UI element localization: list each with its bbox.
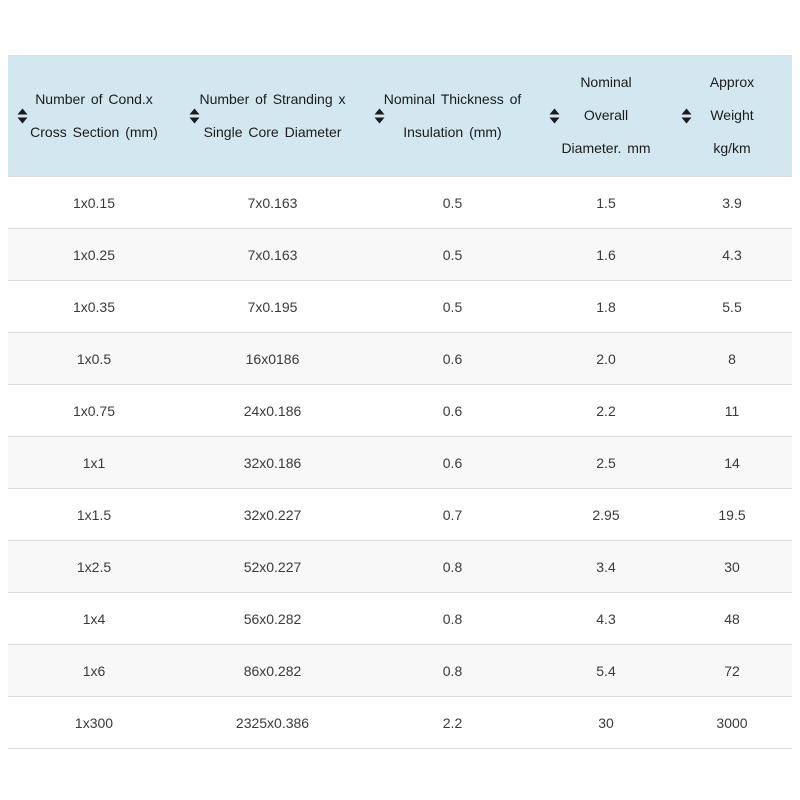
table-row: 1x2.5 52x0.227 0.8 3.4 30 [8,540,792,592]
table-row: 1x0.25 7x0.163 0.5 1.6 4.3 [8,228,792,280]
table-cell: 1x0.25 [72,246,116,263]
table-cell: 7x0.163 [247,246,298,263]
table-cell: 30 [724,558,740,575]
table-cell: 7x0.195 [247,298,298,315]
table-cell: 1x0.15 [72,194,116,211]
column-header-approx-weight[interactable]: Approx Weight kg/km [672,55,792,176]
table-cell: 8 [728,350,736,367]
table-cell: 0.8 [442,662,463,679]
table-cell: 52x0.227 [243,558,302,575]
table-cell: 1x2.5 [76,558,112,575]
table-cell: 14 [724,454,740,471]
table-cell: 3000 [716,714,748,731]
sort-both-icon [549,108,560,123]
table-cell: 2.2 [442,714,463,731]
table-cell: 0.6 [442,454,463,471]
table-row: 1x300 2325x0.386 2.2 30 3000 [8,696,792,748]
table-cell: 0.5 [442,246,463,263]
column-header-label: Approx Weight kg/km [709,74,755,156]
table-cell: 7x0.163 [247,194,298,211]
table-row: 1x1 32x0.186 0.6 2.5 14 [8,436,792,488]
table-cell: 0.6 [442,350,463,367]
sort-both-icon [681,108,692,123]
table-cell: 2.2 [596,402,616,419]
sort-both-icon [374,108,385,123]
table-cell: 72 [724,662,740,679]
column-header-label: Number of Stranding x Single Core Diamet… [199,90,346,140]
table-cell: 1x6 [82,662,106,679]
table-cell: 24x0.186 [243,402,302,419]
table-cell: 1x1.5 [76,506,112,523]
table-cell: 0.8 [442,558,463,575]
table-cell: 4.3 [722,246,742,263]
table-cell: 32x0.227 [243,506,302,523]
table-cell: 1x4 [82,610,106,627]
column-header-label: Number of Cond.x Cross Section (mm) [30,90,158,140]
table-row: 1x0.15 7x0.163 0.5 1.5 3.9 [8,176,792,228]
table-cell: 16x0186 [245,350,300,367]
table-cell: 0.7 [442,506,463,523]
table-cell: 1x1 [82,454,106,471]
table-cell: 1x300 [74,714,114,731]
sort-both-icon [17,108,28,123]
table-row: 1x4 56x0.282 0.8 4.3 48 [8,592,792,644]
table-cell: 2.5 [596,454,616,471]
spec-table: Number of Cond.x Cross Section (mm) Numb… [8,55,792,749]
table-cell: 4.3 [596,610,616,627]
table-cell: 2.0 [596,350,616,367]
table-cell: 1x0.5 [76,350,112,367]
sort-both-icon [189,108,200,123]
table-cell: 1x0.75 [72,402,116,419]
table-cell: 2325x0.386 [235,714,310,731]
table-cell: 48 [724,610,740,627]
table-header-row: Number of Cond.x Cross Section (mm) Numb… [8,55,792,176]
table-cell: 5.4 [596,662,616,679]
column-header-overall-diameter[interactable]: Nominal Overall Diameter. mm [540,55,672,176]
table-row: 1x0.35 7x0.195 0.5 1.8 5.5 [8,280,792,332]
table-row: 1x1.5 32x0.227 0.7 2.95 19.5 [8,488,792,540]
table-cell: 0.8 [442,610,463,627]
table-cell: 30 [598,714,614,731]
table-cell: 3.4 [596,558,616,575]
column-header-stranding-core-diameter[interactable]: Number of Stranding x Single Core Diamet… [180,55,365,176]
table-cell: 56x0.282 [243,610,302,627]
table-row: 1x6 86x0.282 0.8 5.4 72 [8,644,792,696]
column-header-label: Nominal Overall Diameter. mm [561,74,651,156]
table-row: 1x0.75 24x0.186 0.6 2.2 11 [8,384,792,436]
table-cell: 3.9 [722,194,742,211]
table-cell: 1.5 [596,194,616,211]
table-cell: 86x0.282 [243,662,302,679]
table-cell: 1.8 [596,298,616,315]
table-cell: 0.5 [442,298,463,315]
column-header-label: Nominal Thickness of Insulation (mm) [383,90,522,140]
table-cell: 0.5 [442,194,463,211]
table-cell: 32x0.186 [243,454,302,471]
table-cell: 1x0.35 [72,298,116,315]
table-body: 1x0.15 7x0.163 0.5 1.5 3.9 1x0.25 7x0.163 0.5 1.… [8,176,792,749]
column-header-insulation-thickness[interactable]: Nominal Thickness of Insulation (mm) [365,55,540,176]
table-cell: 11 [724,402,740,419]
table-cell: 0.6 [442,402,463,419]
table-cell: 1.6 [596,246,616,263]
table-cell: 5.5 [722,298,742,315]
column-header-cond-cross-section[interactable]: Number of Cond.x Cross Section (mm) [8,55,180,176]
table-cell: 19.5 [718,506,746,523]
table-cell: 2.95 [592,506,620,523]
table-row: 1x0.5 16x0186 0.6 2.0 8 [8,332,792,384]
